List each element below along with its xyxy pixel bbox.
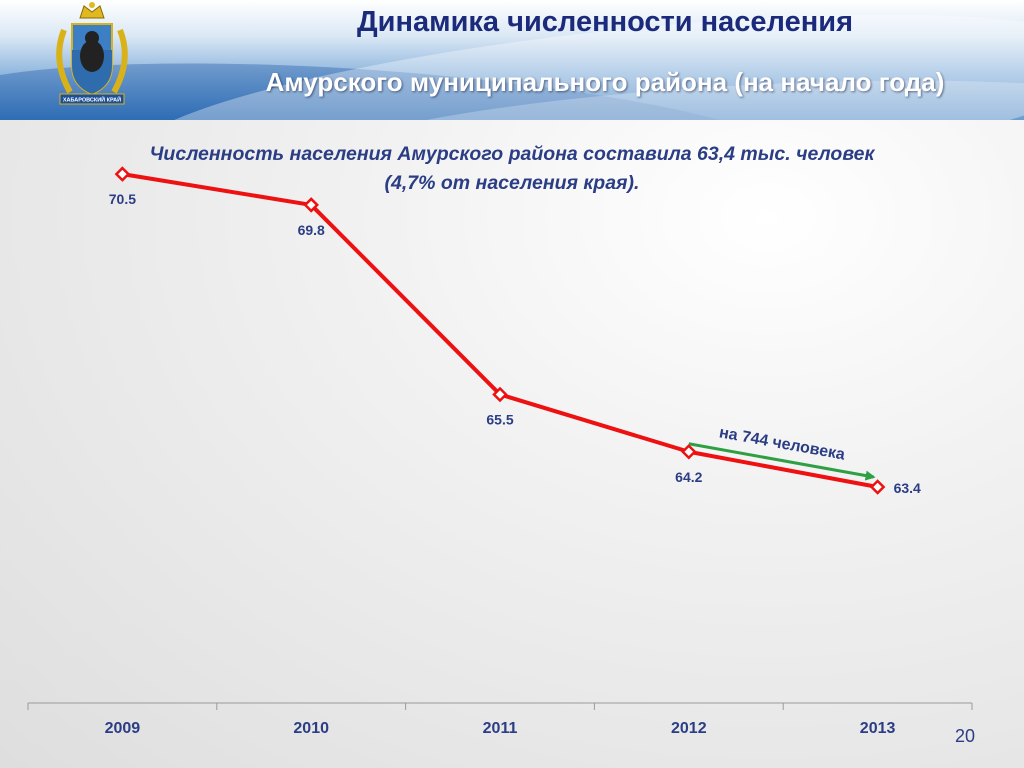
data-point-2009 (114, 166, 131, 182)
summary-line-1: Численность населения Амурского района с… (149, 143, 875, 165)
data-label-2013: 63.4 (894, 480, 921, 496)
x-tick-label-2012: 2012 (671, 720, 707, 737)
data-label-2012: 64.2 (675, 469, 702, 485)
page-number: 20 (954, 726, 976, 746)
header-banner: ХАБАРОВСКИЙ КРАЙ Динамика численности на… (0, 0, 1024, 120)
data-point-2010 (303, 197, 319, 213)
x-tick-label-2013: 2013 (860, 720, 896, 737)
change-annotation: на 744 человека (718, 424, 847, 463)
chart-summary: Численность населения Амурского района с… (60, 140, 964, 198)
chart-area-background (0, 120, 1024, 768)
data-point-2012 (681, 443, 697, 460)
khabarovsk-emblem-icon: ХАБАРОВСКИЙ КРАЙ (56, 2, 128, 105)
data-point-2013 (869, 479, 886, 495)
x-tick-label-2009: 2009 (105, 720, 141, 737)
trend-arrow (688, 442, 876, 481)
data-label-2009: 70.5 (109, 191, 136, 207)
page-subtitle: Амурского муниципального района (на нача… (265, 67, 945, 97)
x-tick-label-2011: 2011 (483, 720, 518, 737)
data-label-2011: 65.5 (486, 411, 513, 427)
data-point-2011 (492, 386, 508, 403)
summary-line-2: (4,7% от населения края). (384, 172, 640, 194)
emblem-ribbon-text: ХАБАРОВСКИЙ КРАЙ (63, 96, 121, 104)
page-title: Динамика численности населения (357, 6, 853, 38)
data-label-2010: 69.8 (298, 222, 325, 238)
x-tick-label-2010: 2010 (293, 720, 329, 737)
